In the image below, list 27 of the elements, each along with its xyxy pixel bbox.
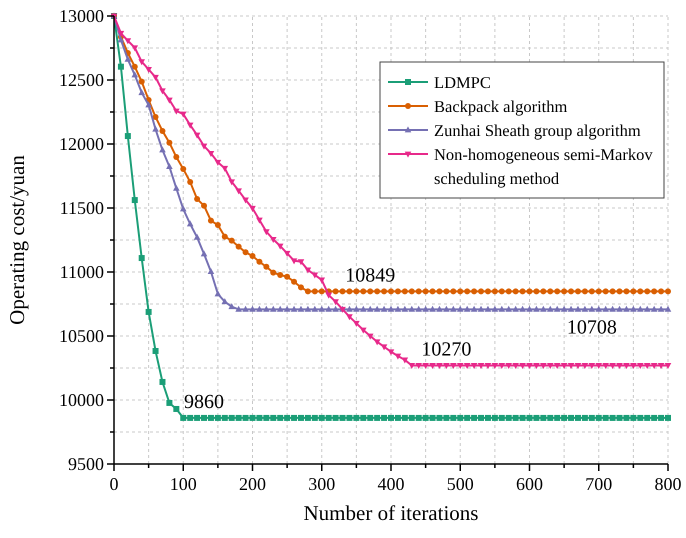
y-tick-label: 10000 [59, 390, 104, 410]
x-tick-label: 600 [516, 474, 543, 494]
x-tick-label: 500 [446, 474, 474, 494]
y-tick-label: 11000 [60, 262, 104, 282]
x-axis-title: Number of iterations [304, 501, 478, 525]
y-tick-label: 12500 [59, 70, 104, 90]
y-tick-label: 13000 [59, 6, 104, 26]
x-tick-label: 800 [654, 474, 682, 494]
legend-label: Zunhai Sheath group algorithm [434, 121, 641, 140]
y-tick-label: 9500 [68, 454, 104, 474]
annotation: 10708 [566, 316, 617, 338]
x-tick-label: 0 [110, 474, 118, 494]
annotation: 10270 [421, 338, 472, 360]
annotation: 9860 [184, 390, 224, 413]
annotation: 10849 [345, 264, 396, 286]
legend-label: LDMPC [434, 73, 491, 92]
x-tick-label: 100 [170, 474, 197, 494]
y-axis-title: Operating cost/yuan [5, 154, 29, 325]
x-tick-label: 700 [585, 474, 612, 494]
y-tick-label: 10500 [59, 326, 104, 346]
x-tick-label: 400 [378, 474, 404, 494]
legend-label: Non-homogeneous semi-Markov scheduling method [434, 145, 654, 188]
legend-label: Backpack algorithm [434, 97, 568, 116]
x-tick-label: 200 [239, 474, 266, 494]
y-tick-label: 12000 [59, 134, 104, 154]
x-tick-label: 300 [308, 474, 336, 494]
y-tick-label: 11500 [60, 198, 104, 218]
